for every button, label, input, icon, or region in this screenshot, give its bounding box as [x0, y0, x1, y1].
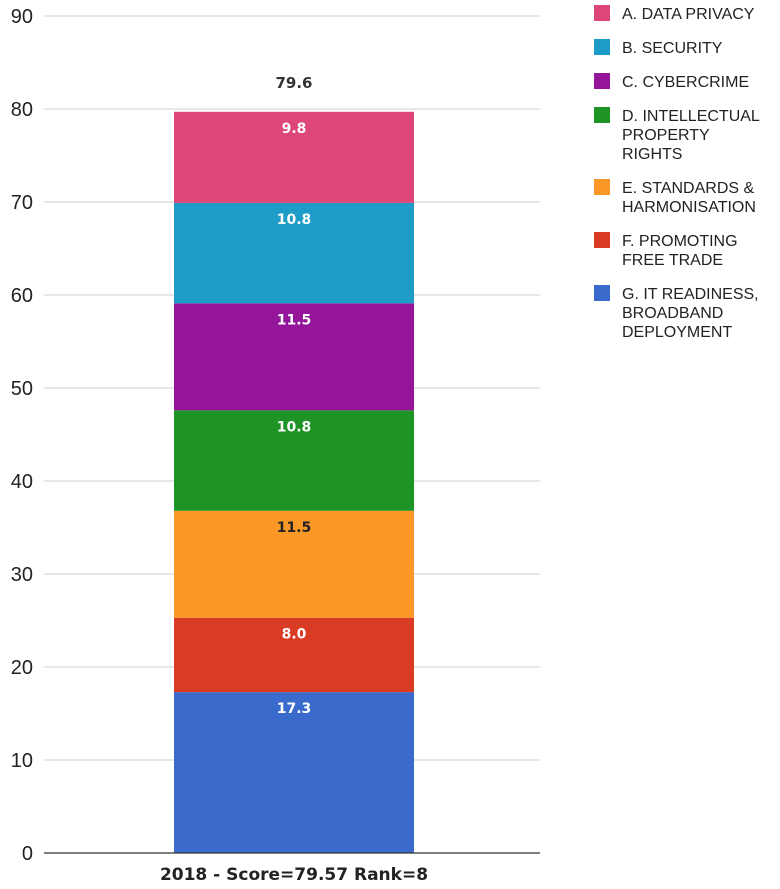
segment-value-label: 8.0 [282, 627, 307, 643]
y-tick-label: 60 [11, 285, 33, 307]
legend-label: HARMONISATION [622, 199, 756, 216]
bar-segment [174, 692, 414, 853]
legend-label: FREE TRADE [622, 252, 723, 269]
legend-label: E. STANDARDS & [622, 180, 755, 197]
bar-segment [174, 111, 414, 203]
segment-value-label: 10.8 [277, 212, 312, 228]
legend: A. DATA PRIVACY B. SECURITY C. CYBERCRIME D… [594, 5, 760, 341]
legend-swatch [594, 107, 610, 123]
legend-item: B. SECURITY [594, 39, 723, 57]
legend-swatch [594, 5, 610, 21]
legend-label: F. PROMOTING [622, 233, 738, 250]
y-tick-label: 20 [11, 657, 33, 679]
legend-label: BROADBAND [622, 305, 723, 322]
bar-segment [174, 410, 414, 511]
bar-segment [174, 617, 414, 693]
y-tick-label: 70 [11, 192, 33, 214]
legend-label: G. IT READINESS, [622, 286, 759, 303]
y-tick-label: 10 [11, 750, 33, 772]
legend-item: G. IT READINESS, BROADBAND DEPLOYMENT [594, 285, 759, 341]
legend-swatch [594, 179, 610, 195]
y-tick-label: 50 [11, 378, 33, 400]
y-tick-label: 90 [11, 6, 33, 28]
legend-label: B. SECURITY [622, 40, 723, 57]
segment-value-label: 11.5 [277, 520, 312, 536]
y-tick-label: 30 [11, 564, 33, 586]
legend-swatch [594, 73, 610, 89]
legend-label: D. INTELLECTUAL [622, 108, 760, 125]
bar-segment [174, 303, 414, 411]
segment-value-label: 17.3 [277, 701, 312, 717]
bar-segment [174, 510, 414, 618]
legend-swatch [594, 39, 610, 55]
segment-value-label: 11.5 [277, 312, 312, 328]
legend-label: PROPERTY [622, 127, 710, 144]
bar-segment [174, 202, 414, 304]
segment-value-label: 9.8 [282, 121, 307, 137]
legend-item: A. DATA PRIVACY [594, 5, 755, 23]
total-value-label: 79.6 [275, 74, 312, 92]
legend-label: DEPLOYMENT [622, 324, 732, 341]
category-label: 2018 - Score=79.57 Rank=8 [160, 865, 428, 885]
legend-swatch [594, 285, 610, 301]
legend-item: F. PROMOTING FREE TRADE [594, 232, 738, 269]
y-tick-label: 0 [22, 843, 33, 865]
legend-label: A. DATA PRIVACY [622, 6, 755, 23]
segment-value-label: 10.8 [277, 419, 312, 435]
legend-item: D. INTELLECTUAL PROPERTY RIGHTS [594, 107, 760, 163]
y-tick-label: 80 [11, 99, 33, 121]
legend-item: C. CYBERCRIME [594, 73, 749, 91]
legend-swatch [594, 232, 610, 248]
y-axis-ticks: 0 10 20 30 40 50 60 70 80 90 [11, 6, 33, 865]
segment-labels: 17.3 8.0 11.5 10.8 11.5 10.8 9.8 [277, 121, 312, 717]
legend-label: RIGHTS [622, 146, 682, 163]
bar-segments [174, 111, 414, 853]
legend-item: E. STANDARDS & HARMONISATION [594, 179, 756, 216]
legend-label: C. CYBERCRIME [622, 74, 749, 91]
y-tick-label: 40 [11, 471, 33, 493]
